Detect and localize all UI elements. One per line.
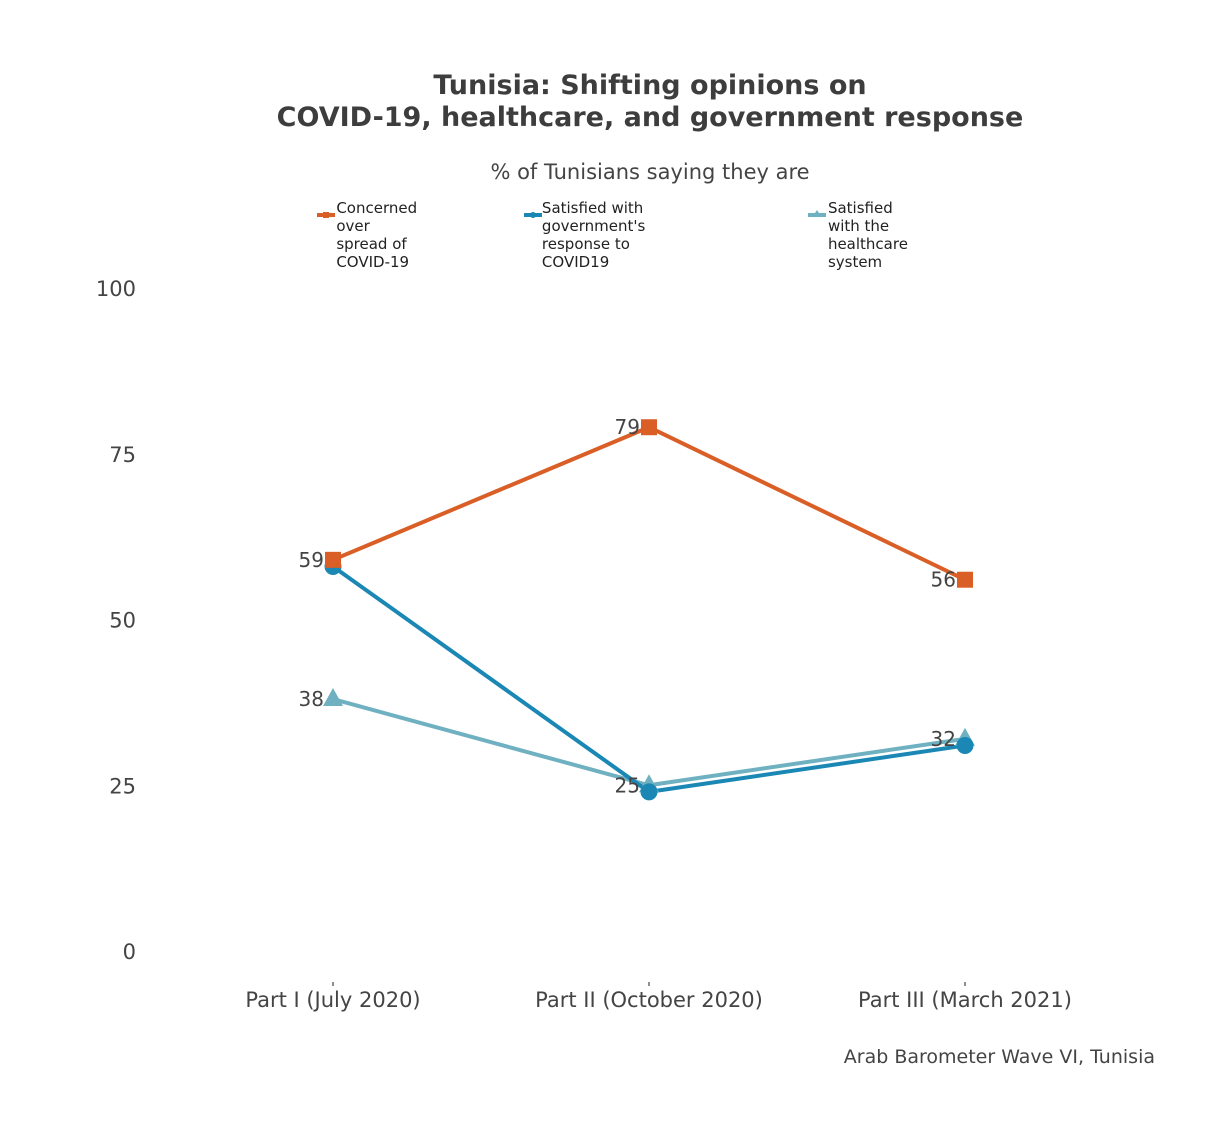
chart-title-line-2: COVID-19, healthcare, and government res… <box>276 102 1024 133</box>
legend-key-concerned <box>315 206 335 226</box>
data-label-2-2: 32 <box>931 727 956 751</box>
source-caption: Arab Barometer Wave VI, Tunisia <box>843 1046 1155 1068</box>
y-tick-label-1: 25 <box>109 774 136 798</box>
legend-triangle-marker-icon <box>813 210 821 216</box>
series-line-1 <box>331 564 967 794</box>
legend-item-government: Satisfied with government's response to … <box>522 199 655 271</box>
series-line-2 <box>331 697 967 788</box>
x-tick-label-0: Part I (July 2020) <box>245 988 420 1012</box>
y-tick-label-3: 75 <box>109 443 136 467</box>
x-tick-label-1: Part II (October 2020) <box>535 988 763 1012</box>
legend-label-healthcare: Satisfied with the healthcare system <box>827 199 908 271</box>
series-line-0 <box>331 425 967 582</box>
data-label-2-1: 25 <box>615 773 640 797</box>
chart-title: Tunisia: Shifting opinions on COVID-19, … <box>0 70 1230 134</box>
point-square-0-0 <box>325 551 341 568</box>
y-tick-label-4: 100 <box>96 277 136 301</box>
point-square-0-1 <box>641 419 657 436</box>
data-label-0-2: 56 <box>931 568 956 592</box>
chart-title-line-1: Tunisia: Shifting opinions on <box>433 70 867 101</box>
point-circle-1-2 <box>956 736 974 754</box>
legend-item-healthcare: Satisfied with the healthcare system <box>806 199 916 271</box>
x-tick-label-2: Part III (March 2021) <box>858 988 1072 1012</box>
legend-key-government <box>522 206 542 226</box>
data-label-2-0: 38 <box>299 687 324 711</box>
data-label-0-0: 59 <box>299 548 324 572</box>
legend-item-concerned: Concerned over spread of COVID-19 <box>315 199 426 271</box>
chart-subtitle: % of Tunisians saying they are <box>490 160 810 184</box>
point-triangle-2-0 <box>323 688 343 707</box>
legend-label-government: Satisfied with government's response to … <box>541 199 646 271</box>
point-circle-1-1 <box>640 783 658 801</box>
y-tick-label-2: 50 <box>109 609 136 633</box>
legend-circle-marker-icon <box>530 212 536 218</box>
legend-square-marker-icon <box>323 212 329 218</box>
data-label-0-1: 79 <box>615 415 640 439</box>
legend-key-healthcare <box>806 206 826 226</box>
point-square-0-2 <box>957 571 973 588</box>
y-tick-label-0: 0 <box>123 940 136 964</box>
legend-label-concerned: Concerned over spread of COVID-19 <box>336 199 418 271</box>
